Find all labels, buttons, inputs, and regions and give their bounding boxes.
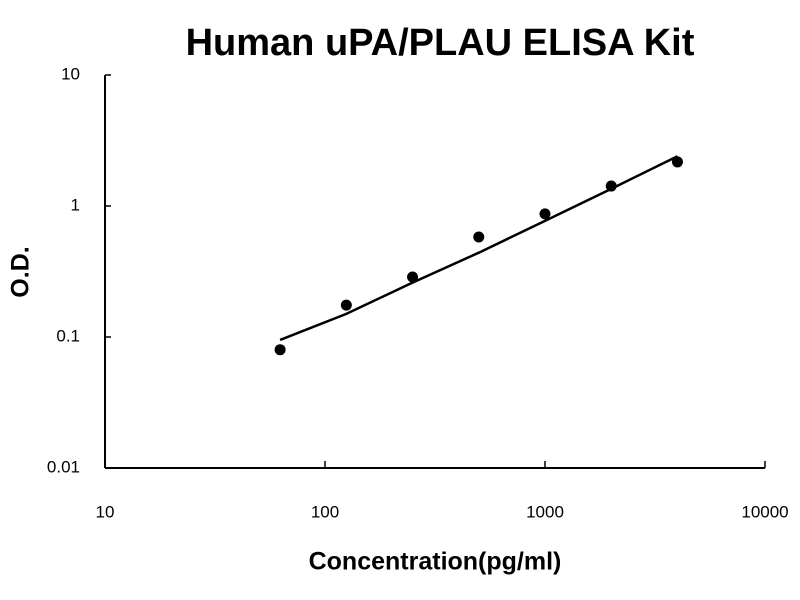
y-tick-label: 0.1 [56, 326, 80, 345]
data-point [407, 271, 419, 283]
y-tick-label: 1 [71, 195, 80, 214]
data-point [539, 208, 551, 220]
data-point [340, 299, 352, 311]
y-axis-label: O.D. [7, 246, 35, 297]
x-tick-label: 100 [311, 502, 339, 521]
data-point [274, 344, 286, 356]
x-axis-label: Concentration(pg/ml) [309, 548, 562, 576]
data-point [671, 156, 683, 168]
y-tick-label: 0.01 [47, 457, 80, 476]
y-tick-label: 10 [61, 64, 80, 83]
x-tick-label: 10000 [741, 502, 788, 521]
chart-title: Human uPA/PLAU ELISA Kit [186, 22, 695, 64]
fit-line [279, 155, 679, 342]
data-point [473, 231, 485, 243]
x-tick-label: 10 [96, 502, 115, 521]
x-tick-label: 1000 [526, 502, 564, 521]
